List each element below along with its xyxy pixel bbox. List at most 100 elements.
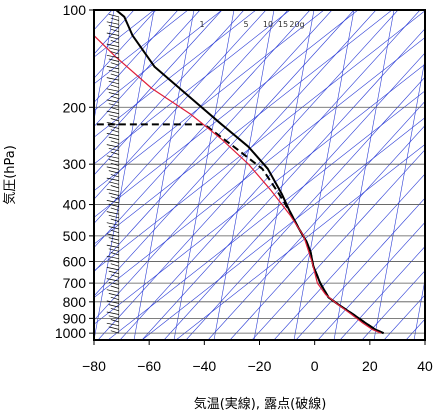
adiabat-line	[295, 197, 425, 340]
wind-barb	[110, 84, 119, 88]
adiabat-line	[94, 10, 377, 321]
isotherm-line	[175, 143, 425, 340]
y-tick-label: 700	[63, 275, 87, 291]
wind-barb	[108, 147, 119, 152]
mixing-ratio-label: 10	[263, 20, 273, 29]
wind-barb	[108, 259, 119, 263]
wind-barb	[108, 136, 119, 140]
x-axis-title: 気温(実線), 露点(破線)	[194, 396, 327, 412]
mixing-ratio-label: 15	[278, 20, 288, 29]
mixing-ratio-line	[293, 10, 355, 340]
isotherm-line	[94, 10, 257, 138]
wind-barb	[108, 181, 119, 185]
mixing-ratio-line	[213, 10, 275, 340]
mixing-ratio-label: 5	[243, 20, 248, 29]
wind-barb	[106, 77, 119, 81]
adiabat-line	[94, 10, 201, 128]
wind-barb	[110, 174, 119, 178]
wind-barb	[108, 13, 119, 18]
wind-barb	[110, 17, 119, 21]
wind-barb	[106, 177, 119, 181]
adiabat-line	[339, 246, 425, 340]
wind-barb	[106, 200, 119, 204]
wind-barb	[110, 151, 119, 155]
isotherm-line	[94, 10, 359, 218]
adiabat-line	[94, 10, 245, 176]
wind-barb	[108, 159, 119, 163]
adiabat-line	[229, 125, 425, 340]
wind-barb	[108, 226, 119, 230]
wind-barb	[106, 233, 119, 237]
wind-barb	[108, 237, 119, 241]
adiabat-line	[207, 100, 425, 340]
x-tick-label: −20	[248, 358, 272, 374]
adiabat-line	[185, 76, 425, 340]
wind-barb	[106, 278, 119, 282]
isotherm-line	[94, 10, 425, 272]
adiabat-line	[97, 10, 399, 340]
wind-barb	[110, 129, 119, 133]
wind-barb	[106, 222, 119, 226]
adiabat-line	[251, 149, 425, 340]
wind-barb	[108, 326, 119, 330]
y-tick-label: 500	[63, 228, 87, 244]
adiabat-line	[0, 10, 2, 340]
dewpoint-profile	[94, 123, 384, 335]
wind-barb	[106, 155, 119, 159]
wind-barb	[110, 252, 119, 256]
wind-barb	[110, 118, 119, 122]
wind-barb	[110, 73, 119, 77]
wind-barb	[108, 92, 119, 96]
isotherm-line	[107, 90, 425, 340]
wind-barb	[106, 322, 119, 327]
wind-barb	[106, 110, 119, 114]
wind-barb	[108, 270, 119, 274]
wind-barb	[110, 28, 119, 33]
wind-barb	[106, 289, 119, 293]
wind-barb	[106, 54, 119, 59]
wind-barb	[106, 267, 119, 271]
isotherm-line	[94, 10, 223, 111]
wind-barb	[108, 47, 119, 51]
adiabat-line	[163, 52, 425, 340]
y-tick-label: 600	[63, 253, 87, 269]
mixing-ratio-labels: 1 5 10 15 20g	[199, 20, 304, 29]
wind-barb	[108, 192, 119, 196]
y-tick-label: 1000	[55, 325, 86, 341]
wind-barb	[108, 58, 119, 62]
adiabat-line	[119, 10, 421, 340]
x-tick-label: 40	[417, 358, 433, 374]
wind-barb	[110, 263, 119, 267]
isotherm-line	[94, 63, 425, 325]
y-tick-label: 800	[63, 294, 87, 310]
x-tick-label: −60	[137, 358, 161, 374]
isotherm-line	[94, 37, 425, 298]
mixing-ratio-label: 20g	[289, 20, 304, 29]
isotherm-line	[94, 10, 393, 245]
wind-barb	[110, 95, 119, 100]
wind-barb	[106, 188, 119, 193]
isotherm-line	[94, 10, 325, 192]
y-tick-label: 400	[63, 197, 87, 213]
wind-barb	[106, 121, 119, 126]
adiabat-line	[94, 10, 179, 103]
adiabat-line	[428, 10, 435, 340]
x-tick-label: 20	[362, 358, 378, 374]
adiabat-line	[383, 294, 425, 340]
wind-barb	[110, 229, 119, 234]
parcel-profile	[94, 35, 382, 334]
wind-barb	[108, 203, 119, 207]
wind-barb	[106, 211, 119, 215]
wind-barb	[110, 218, 119, 222]
x-axis-ticks: −80 −60 −40 −20 0 20 40	[82, 340, 433, 374]
wind-barb	[108, 281, 119, 286]
wind-barb	[108, 304, 119, 308]
x-tick-label: −80	[82, 358, 106, 374]
adiabat-line	[141, 28, 425, 340]
wind-barb	[108, 80, 119, 85]
wind-barb	[110, 207, 119, 211]
wind-barb	[108, 36, 119, 40]
x-tick-label: −40	[192, 358, 216, 374]
wind-barb	[106, 300, 119, 304]
